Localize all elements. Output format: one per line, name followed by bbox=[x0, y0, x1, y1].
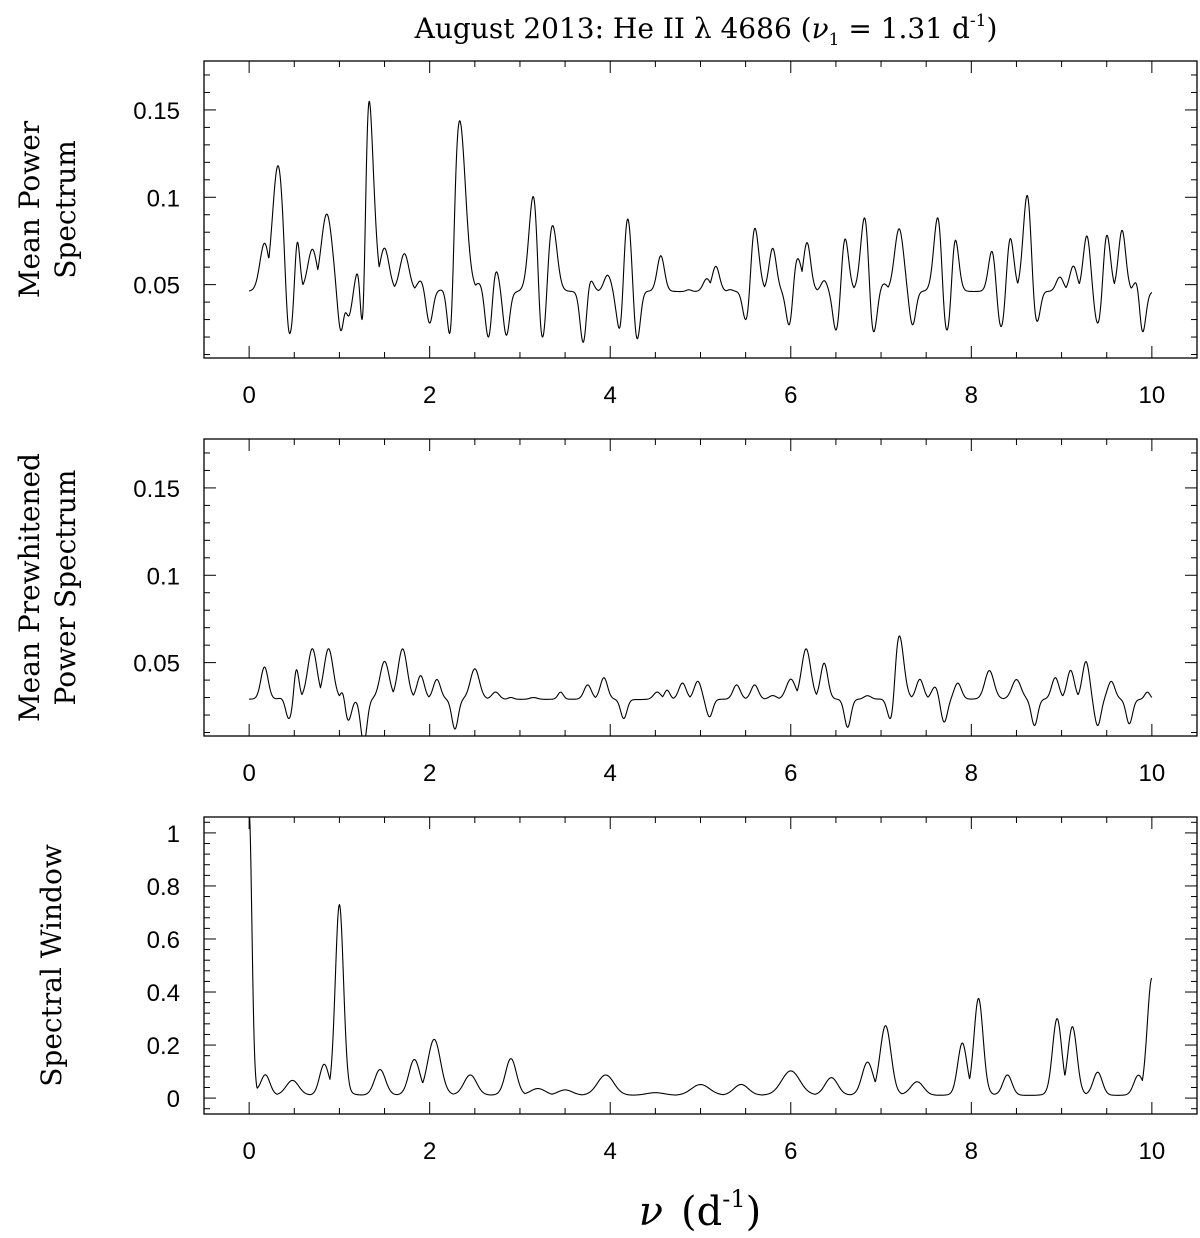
x-tick-label: 0 bbox=[242, 382, 255, 409]
x-tick-label: 8 bbox=[965, 760, 978, 787]
x-tick-label: 10 bbox=[1139, 760, 1166, 787]
x-tick-label: 2 bbox=[423, 1138, 436, 1165]
x-tick-label: 4 bbox=[604, 1138, 617, 1165]
y-tick-label: 0.8 bbox=[147, 874, 180, 901]
series-line bbox=[249, 817, 1153, 1096]
y-tick-label: 0.05 bbox=[133, 651, 180, 678]
y-axis-label: Power Spectrum bbox=[49, 470, 82, 706]
y-tick-label: 0.2 bbox=[147, 1033, 180, 1060]
x-tick-label: 6 bbox=[784, 1138, 797, 1165]
x-tick-label: 2 bbox=[423, 382, 436, 409]
y-axis-label: Mean Prewhitened bbox=[13, 453, 46, 722]
x-tick-label: 8 bbox=[965, 1138, 978, 1165]
y-axis-label: Mean Power bbox=[13, 120, 46, 298]
panel-mean-prewhitened-power-spectrum: 0 2 4 6 8 10 0.05 0.1 0.15 Mean Prewhitened Power … bbox=[13, 438, 1198, 787]
panel-mean-power-spectrum: 0 2 4 6 8 10 0.05 0.1 0.15 Mean Power Spectrum bbox=[13, 60, 1198, 409]
panel-spectral-window: 0 2 4 6 8 10 0 0.2 0.4 0.6 0.8 1 Spectral Window bbox=[35, 816, 1198, 1165]
series-line bbox=[249, 100, 1153, 343]
x-axis-label: ν (d-1) bbox=[639, 1185, 762, 1235]
series-line bbox=[249, 635, 1153, 736]
chart-title: August 2013: He II λ 4686 (ν1 = 1.31 d-1… bbox=[414, 11, 998, 50]
y-tick-label: 0.05 bbox=[133, 273, 180, 300]
x-tick-label: 6 bbox=[784, 760, 797, 787]
y-tick-label: 0 bbox=[167, 1086, 180, 1113]
x-tick-label: 4 bbox=[604, 760, 617, 787]
x-tick-label: 4 bbox=[604, 382, 617, 409]
y-tick-label: 0.15 bbox=[133, 476, 180, 503]
y-axis-label: Spectrum bbox=[49, 140, 82, 279]
y-tick-label: 0.1 bbox=[147, 185, 180, 212]
y-tick-label: 0.4 bbox=[147, 980, 180, 1007]
y-tick-label: 0.1 bbox=[147, 563, 180, 590]
y-tick-label: 0.15 bbox=[133, 98, 180, 125]
x-tick-label: 6 bbox=[784, 382, 797, 409]
x-tick-label: 0 bbox=[242, 1138, 255, 1165]
y-tick-label: 0.6 bbox=[147, 927, 180, 954]
x-tick-label: 2 bbox=[423, 760, 436, 787]
x-tick-label: 10 bbox=[1139, 382, 1166, 409]
y-tick-label: 1 bbox=[167, 821, 180, 848]
y-axis-label: Spectral Window bbox=[35, 844, 68, 1087]
x-tick-label: 10 bbox=[1139, 1138, 1166, 1165]
x-tick-label: 0 bbox=[242, 760, 255, 787]
x-tick-label: 8 bbox=[965, 382, 978, 409]
